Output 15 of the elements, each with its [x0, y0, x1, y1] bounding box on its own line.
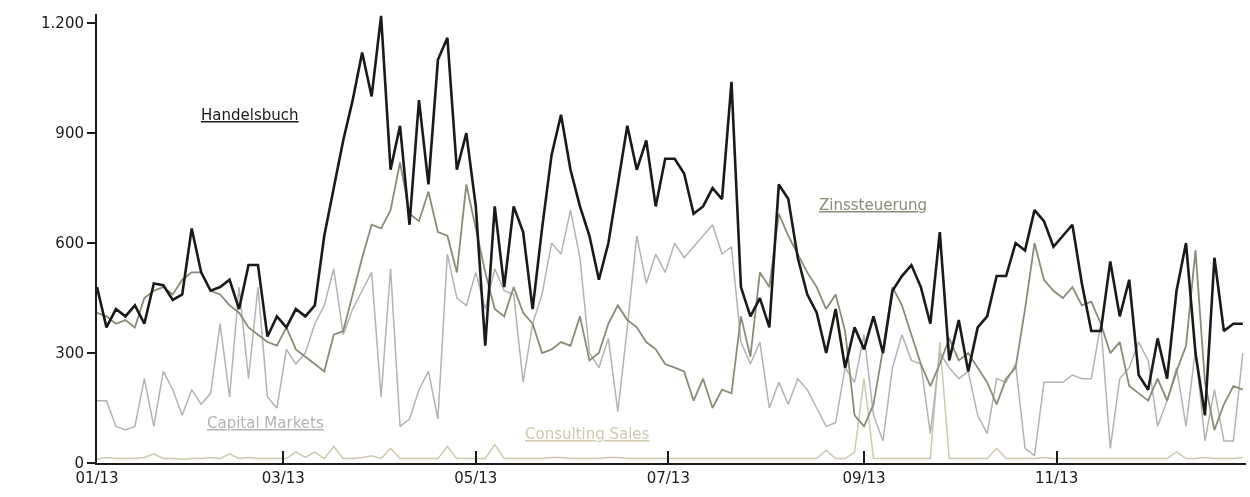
- y-tick-label: 600: [55, 234, 84, 253]
- series-label: Capital Markets: [207, 414, 324, 432]
- x-tick-label: 07/13: [646, 469, 690, 487]
- line-series: [97, 341, 1244, 461]
- x-tick-label: 03/13: [261, 469, 305, 487]
- x-tick-label: 05/13: [454, 469, 498, 487]
- text: Zinssteuerung: [819, 196, 928, 214]
- y-tick-label: 1.200: [41, 14, 84, 33]
- text: Handelsbuch: [201, 106, 299, 124]
- x-tick-label: 01/13: [75, 469, 119, 487]
- x-tick-label: 11/13: [1034, 469, 1079, 487]
- y-tick-label: 300: [55, 344, 84, 363]
- series-label: Consulting Sales: [525, 425, 650, 443]
- x-tick-label: 09/13: [842, 469, 886, 487]
- y-tick-label: 900: [55, 124, 84, 143]
